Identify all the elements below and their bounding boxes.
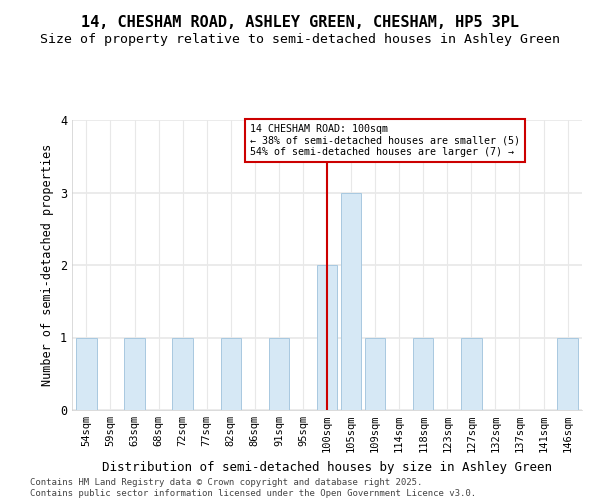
- Bar: [317, 265, 337, 410]
- Bar: [221, 338, 241, 410]
- Bar: [269, 338, 289, 410]
- Bar: [557, 338, 578, 410]
- Bar: [413, 338, 433, 410]
- Bar: [76, 338, 97, 410]
- Bar: [124, 338, 145, 410]
- Text: Size of property relative to semi-detached houses in Ashley Green: Size of property relative to semi-detach…: [40, 32, 560, 46]
- X-axis label: Distribution of semi-detached houses by size in Ashley Green: Distribution of semi-detached houses by …: [102, 460, 552, 473]
- Bar: [341, 192, 361, 410]
- Text: Contains HM Land Registry data © Crown copyright and database right 2025.
Contai: Contains HM Land Registry data © Crown c…: [30, 478, 476, 498]
- Text: 14, CHESHAM ROAD, ASHLEY GREEN, CHESHAM, HP5 3PL: 14, CHESHAM ROAD, ASHLEY GREEN, CHESHAM,…: [81, 15, 519, 30]
- Bar: [461, 338, 482, 410]
- Y-axis label: Number of semi-detached properties: Number of semi-detached properties: [41, 144, 55, 386]
- Text: 14 CHESHAM ROAD: 100sqm
← 38% of semi-detached houses are smaller (5)
54% of sem: 14 CHESHAM ROAD: 100sqm ← 38% of semi-de…: [250, 124, 520, 157]
- Bar: [365, 338, 385, 410]
- Bar: [172, 338, 193, 410]
